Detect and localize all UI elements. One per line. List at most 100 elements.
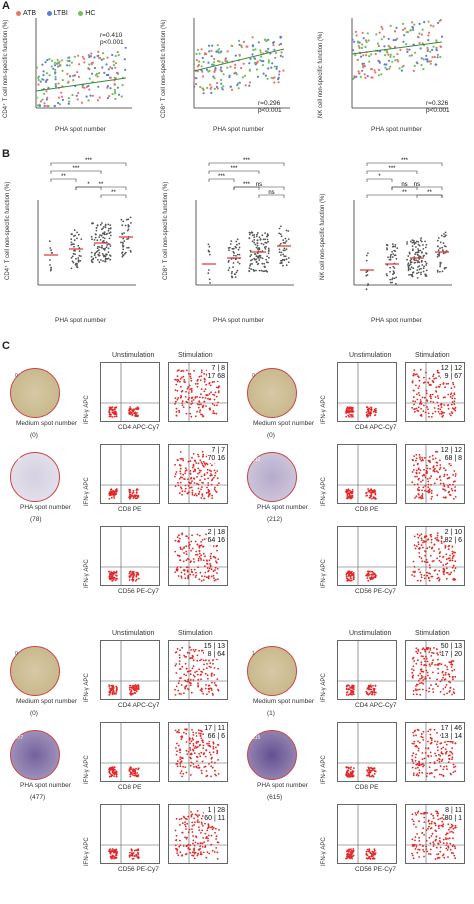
dot-point <box>436 271 439 273</box>
scatter-point <box>83 61 86 64</box>
dot-point <box>106 257 109 260</box>
dot-point <box>107 229 110 232</box>
dot-point <box>425 252 427 254</box>
scatter-point <box>235 73 238 76</box>
scatter-point <box>196 65 199 68</box>
scatter-point <box>80 101 84 104</box>
scatter-point <box>45 98 48 101</box>
scatter-point <box>87 84 90 87</box>
scatter-point <box>431 56 434 59</box>
dot-point <box>231 276 234 279</box>
scatter-point <box>387 53 390 56</box>
dot-point <box>50 266 52 269</box>
scatter-point <box>210 49 213 52</box>
scatter-point <box>198 60 201 63</box>
dot-point <box>234 273 236 276</box>
scatter-point <box>218 48 221 51</box>
dot-point <box>265 245 267 248</box>
dot-point <box>416 272 418 275</box>
scatter-point <box>210 55 213 58</box>
dot-point <box>101 222 103 224</box>
dot-point <box>106 244 108 246</box>
dot-point <box>418 265 421 267</box>
scatter-point <box>59 63 62 66</box>
sig-label: ** <box>61 174 66 180</box>
dot-point <box>233 254 235 257</box>
scatter-point <box>112 60 115 63</box>
scatter-point <box>279 54 282 58</box>
dot-point <box>438 254 440 257</box>
scatter-point <box>238 54 241 57</box>
dot-point <box>123 232 125 234</box>
scatter-point <box>218 60 221 63</box>
quadrant-values-cd8: 12 | 12 68 | 8 <box>440 447 462 463</box>
yaxis-cd8: IFN-γ APC <box>84 477 90 506</box>
dot-point <box>417 254 419 256</box>
scatter-point <box>100 58 103 61</box>
scatter-point <box>389 55 392 59</box>
legend-item-ltbi: LTBI <box>46 10 68 17</box>
dot-point <box>389 270 391 273</box>
yaxis-cd8: IFN-γ APC <box>321 755 327 784</box>
pha-well-count: 615 <box>252 735 261 741</box>
scatter-point <box>54 71 57 74</box>
scatter-point <box>73 55 76 58</box>
scatter-point <box>45 72 49 75</box>
scatter-point <box>52 67 55 70</box>
dot-point <box>259 256 262 259</box>
legend-dot-hc <box>78 10 84 16</box>
dot-point <box>232 262 235 264</box>
scatter-point <box>422 68 425 71</box>
dot-point <box>227 269 230 272</box>
scatter-point <box>53 64 57 67</box>
dot-point <box>278 227 281 230</box>
dot-point <box>97 259 99 261</box>
dot-point <box>98 254 100 257</box>
yaxis-cd4: IFN-γ APC <box>321 673 327 702</box>
dot-point <box>74 253 76 256</box>
dot-point <box>417 248 419 250</box>
dot-point <box>125 218 128 221</box>
scatter-point <box>236 82 239 85</box>
dot-point <box>441 249 444 251</box>
scatter-point <box>248 69 251 72</box>
dot-point <box>254 253 257 256</box>
dot-point <box>408 274 410 276</box>
xaxis-cd4: CD4 APC-Cy7 <box>355 702 397 709</box>
facs-scatter <box>101 805 159 863</box>
sig-bracket <box>50 170 102 174</box>
dot-point <box>407 268 410 270</box>
scatter-point <box>282 69 285 72</box>
dot-point <box>445 245 447 248</box>
dot-point <box>437 249 440 252</box>
scatter-point <box>354 30 357 33</box>
dot-point <box>393 271 396 274</box>
dot-point <box>76 237 78 240</box>
dot-point <box>121 232 123 235</box>
dot-point <box>395 276 398 279</box>
scatter-point <box>116 72 120 75</box>
dot-point <box>105 246 108 249</box>
dot-point <box>366 284 369 287</box>
scatter-point <box>81 55 84 59</box>
scatter-point <box>439 55 442 59</box>
scatter-point <box>243 74 247 77</box>
facs-stim-cd8: 17 | 11 66 | 6 <box>168 722 228 782</box>
flow-group-1: Unstimulation Stimulation 0 Medium spot num… <box>0 350 237 620</box>
dot-point <box>103 231 106 233</box>
scatter-point <box>434 63 437 66</box>
scatter-point <box>201 56 204 60</box>
scatter-point <box>68 64 71 67</box>
scatter-point <box>202 75 205 78</box>
sig-bracket <box>233 186 260 190</box>
scatter-point <box>394 38 397 42</box>
xaxis-cd8: CD8 PE <box>118 506 142 513</box>
facs-unstim-nk <box>100 804 160 864</box>
scatter-cd8-stats: r=0.296 p<0.001 <box>258 100 282 114</box>
scatter-cd4: CD4⁺ T cell non-specific function (%) r=… <box>0 10 158 135</box>
dot-point <box>421 264 424 266</box>
dot-point <box>103 233 106 236</box>
scatter-point <box>67 80 70 83</box>
scatter-point <box>35 96 38 99</box>
dot-point <box>93 244 96 246</box>
